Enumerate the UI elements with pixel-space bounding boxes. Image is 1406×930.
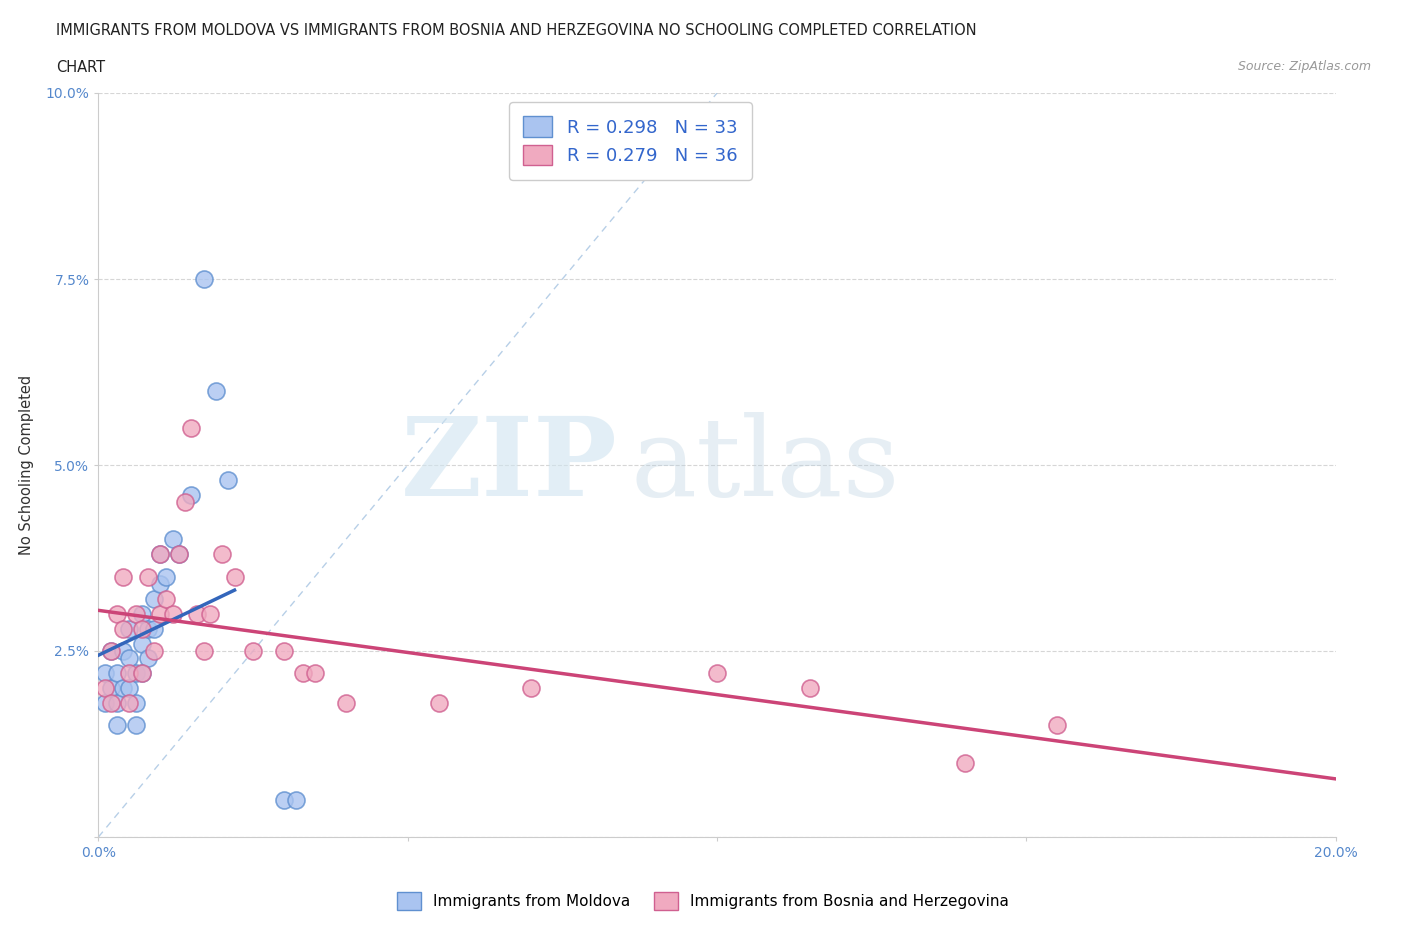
Point bbox=[118, 651, 141, 666]
Point bbox=[953, 755, 976, 770]
Point bbox=[118, 681, 141, 696]
Point bbox=[149, 547, 172, 562]
Point bbox=[136, 651, 159, 666]
Point bbox=[105, 606, 128, 621]
Point bbox=[217, 472, 239, 487]
Point bbox=[706, 666, 728, 681]
Point bbox=[143, 591, 166, 606]
Point bbox=[167, 547, 190, 562]
Point bbox=[105, 718, 128, 733]
Point bbox=[131, 606, 153, 621]
Point bbox=[105, 696, 128, 711]
Point bbox=[162, 606, 184, 621]
Point bbox=[1046, 718, 1069, 733]
Point bbox=[136, 569, 159, 584]
Point bbox=[335, 696, 357, 711]
Point bbox=[124, 666, 146, 681]
Y-axis label: No Schooling Completed: No Schooling Completed bbox=[20, 375, 34, 555]
Point bbox=[118, 621, 141, 636]
Legend: Immigrants from Moldova, Immigrants from Bosnia and Herzegovina: Immigrants from Moldova, Immigrants from… bbox=[389, 884, 1017, 918]
Point bbox=[100, 644, 122, 658]
Point bbox=[112, 644, 135, 658]
Text: Source: ZipAtlas.com: Source: ZipAtlas.com bbox=[1237, 60, 1371, 73]
Point bbox=[174, 495, 197, 510]
Point bbox=[205, 383, 228, 398]
Point bbox=[100, 644, 122, 658]
Point bbox=[186, 606, 208, 621]
Point bbox=[242, 644, 264, 658]
Point bbox=[149, 577, 172, 591]
Point bbox=[112, 569, 135, 584]
Point bbox=[180, 487, 202, 502]
Point bbox=[193, 272, 215, 286]
Point bbox=[100, 681, 122, 696]
Point bbox=[112, 681, 135, 696]
Point bbox=[149, 606, 172, 621]
Point bbox=[162, 532, 184, 547]
Point bbox=[211, 547, 233, 562]
Point bbox=[224, 569, 246, 584]
Text: IMMIGRANTS FROM MOLDOVA VS IMMIGRANTS FROM BOSNIA AND HERZEGOVINA NO SCHOOLING C: IMMIGRANTS FROM MOLDOVA VS IMMIGRANTS FR… bbox=[56, 23, 977, 38]
Point bbox=[131, 636, 153, 651]
Point bbox=[105, 666, 128, 681]
Point bbox=[304, 666, 326, 681]
Point bbox=[143, 644, 166, 658]
Point bbox=[100, 696, 122, 711]
Point bbox=[131, 666, 153, 681]
Point bbox=[799, 681, 821, 696]
Point bbox=[273, 792, 295, 807]
Point bbox=[180, 420, 202, 435]
Point bbox=[93, 666, 115, 681]
Text: CHART: CHART bbox=[56, 60, 105, 75]
Point bbox=[124, 696, 146, 711]
Point bbox=[112, 621, 135, 636]
Point bbox=[193, 644, 215, 658]
Text: atlas: atlas bbox=[630, 411, 900, 519]
Point bbox=[93, 696, 115, 711]
Point bbox=[118, 666, 141, 681]
Legend: R = 0.298   N = 33, R = 0.279   N = 36: R = 0.298 N = 33, R = 0.279 N = 36 bbox=[509, 102, 752, 179]
Point bbox=[198, 606, 221, 621]
Point bbox=[427, 696, 450, 711]
Point bbox=[155, 569, 177, 584]
Point bbox=[155, 591, 177, 606]
Point bbox=[124, 718, 146, 733]
Point bbox=[285, 792, 308, 807]
Point bbox=[131, 621, 153, 636]
Point bbox=[143, 621, 166, 636]
Point bbox=[149, 547, 172, 562]
Point bbox=[520, 681, 543, 696]
Point bbox=[136, 621, 159, 636]
Point bbox=[93, 681, 115, 696]
Point bbox=[167, 547, 190, 562]
Point bbox=[124, 606, 146, 621]
Point bbox=[273, 644, 295, 658]
Point bbox=[131, 666, 153, 681]
Point bbox=[118, 696, 141, 711]
Point bbox=[291, 666, 314, 681]
Text: ZIP: ZIP bbox=[401, 411, 619, 519]
